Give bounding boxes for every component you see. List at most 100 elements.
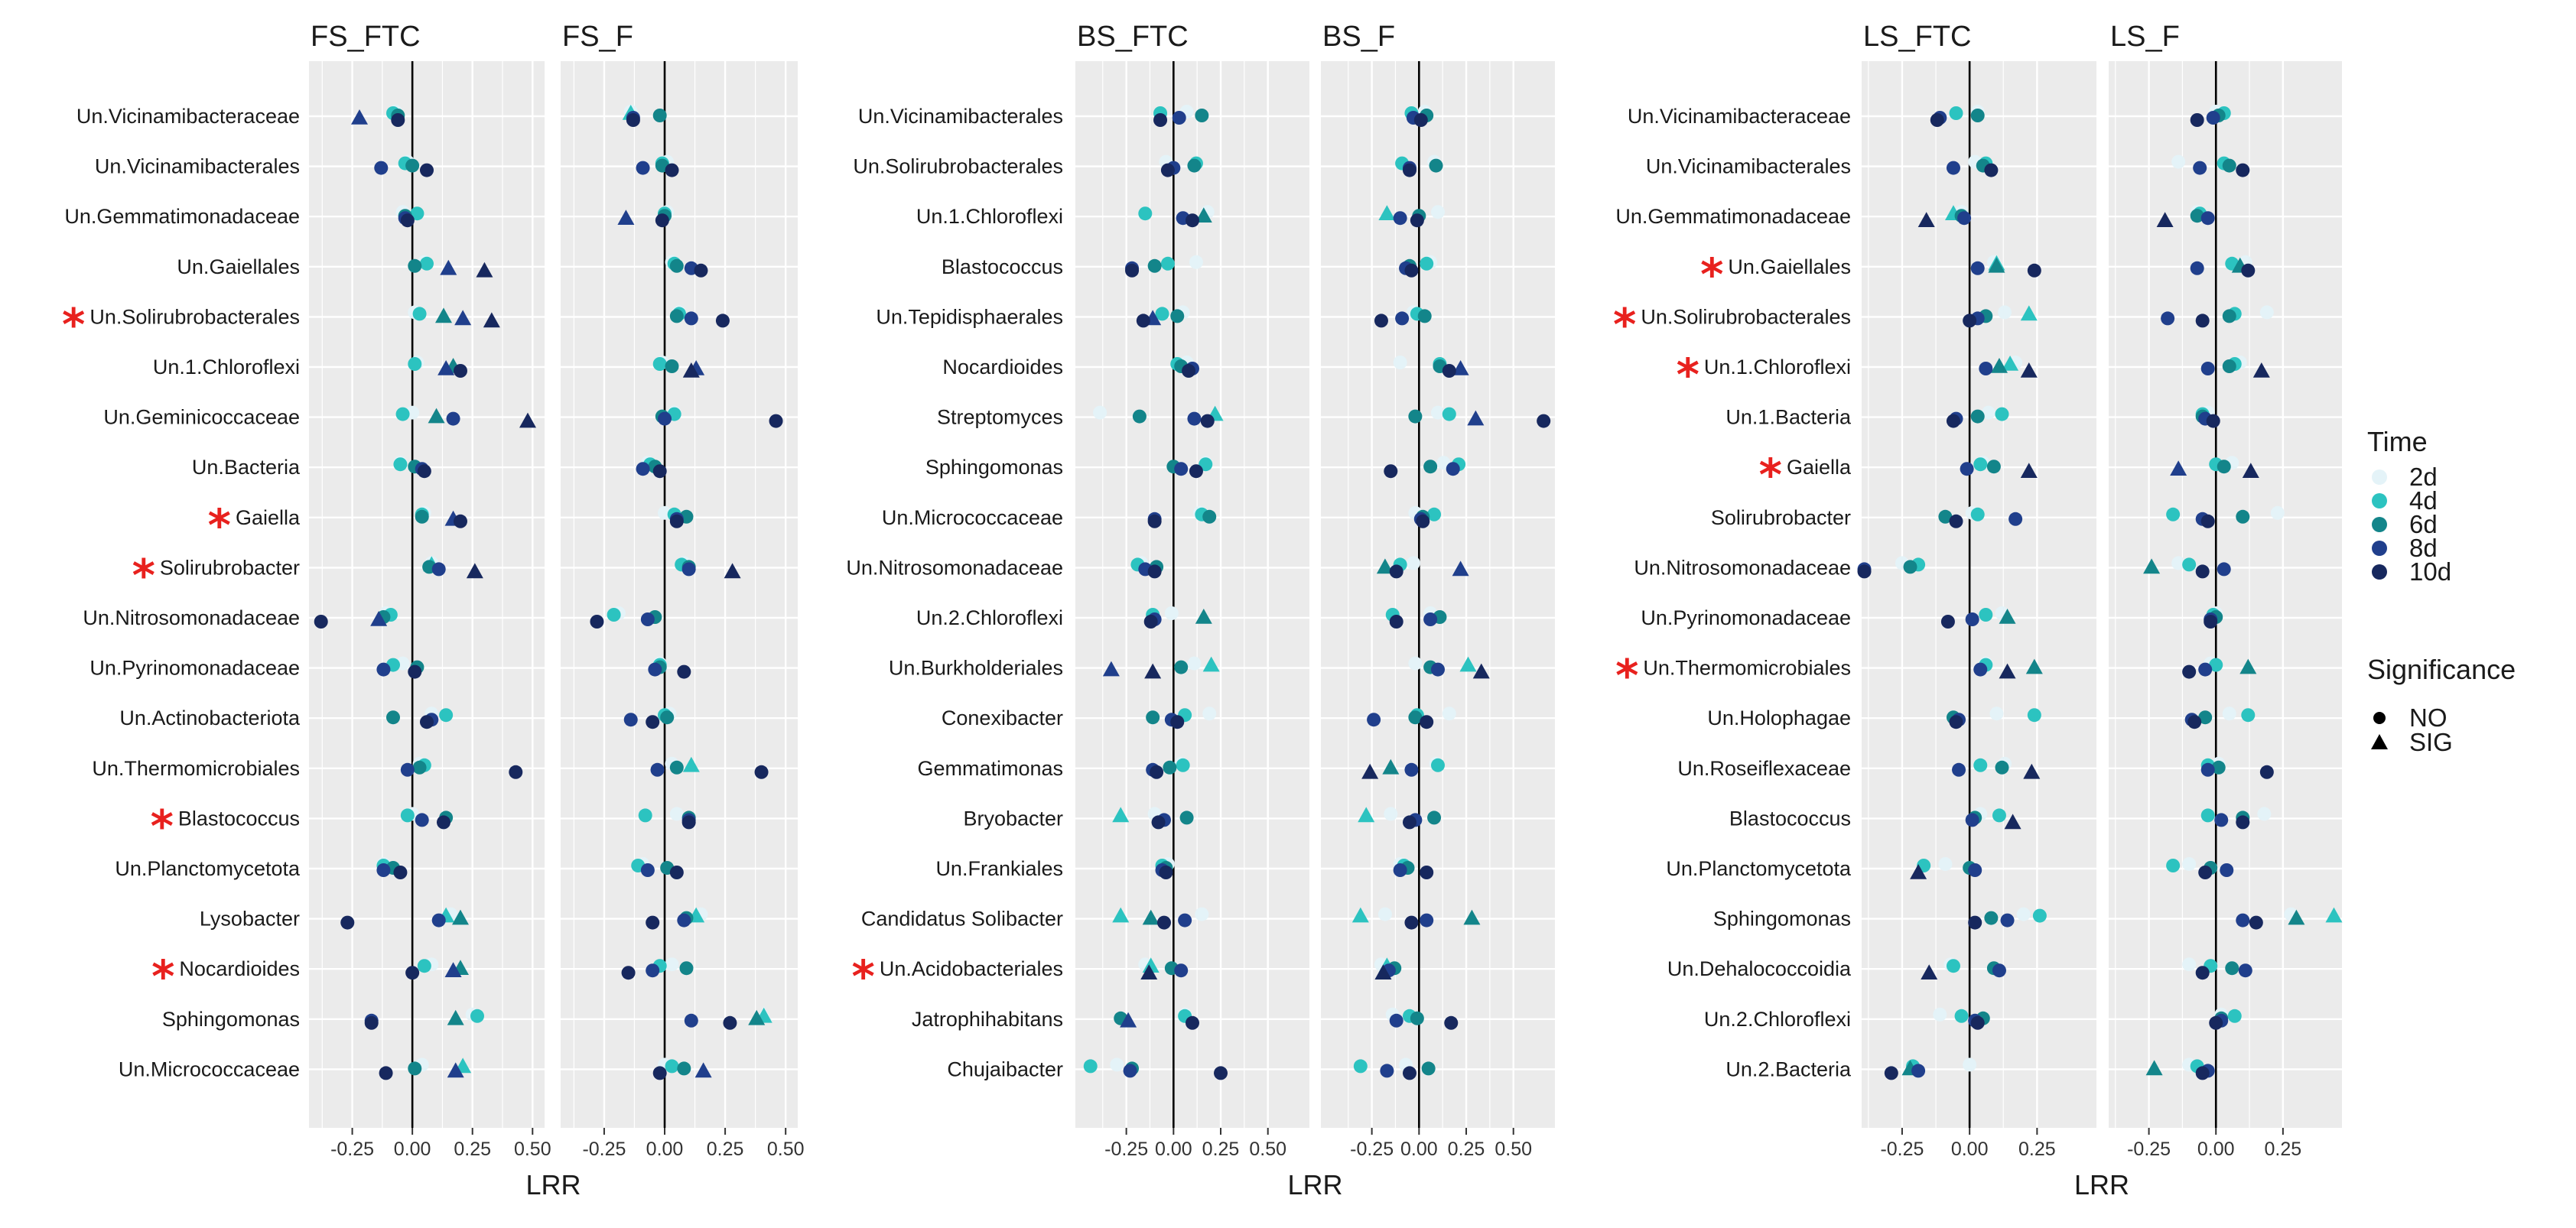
point-8d	[2161, 311, 2175, 326]
point-2d	[1431, 405, 1445, 420]
point-6d	[386, 710, 400, 725]
point-8d	[648, 662, 662, 677]
point-2d	[1431, 205, 1445, 219]
point-2d	[669, 807, 684, 821]
point-8d	[1187, 411, 1202, 426]
point-10d	[1930, 113, 1944, 127]
point-8d	[2214, 813, 2229, 827]
point-6d	[1423, 460, 1438, 474]
point-10d	[2027, 263, 2041, 278]
taxon-label: Un.Bacteria	[192, 456, 301, 479]
significance-star: *	[1613, 298, 1636, 350]
panel-background	[1321, 61, 1555, 1128]
point-8d	[374, 161, 389, 175]
point-10d	[1940, 615, 1955, 629]
panel-background	[1075, 61, 1309, 1128]
panel-bs-ftc: -0.25 0.00 0.25 0.50 BS_FTC	[1075, 21, 1309, 1160]
taxon-label: Solirubrobacter	[1711, 506, 1851, 529]
point-10d	[393, 866, 408, 879]
legend-time-label: 4d	[2409, 486, 2438, 515]
significance-star: *	[1700, 249, 1723, 301]
point-10d-sig	[1140, 964, 1158, 979]
point-2d	[1164, 606, 1179, 620]
point-10d	[1404, 915, 1419, 930]
point-10d	[1384, 464, 1398, 479]
point-4d	[1155, 307, 1169, 321]
taxon-label: Un.Micrococcaceae	[882, 506, 1063, 529]
x-tick-label: 0.50	[1495, 1139, 1532, 1160]
point-4d	[1973, 758, 1988, 772]
taxon-label: Un.Vicinamibacterales	[858, 105, 1063, 128]
taxon-label: Un.Dehalococcoidia	[1667, 957, 1852, 980]
legend-shape-triangle	[2371, 734, 2388, 749]
point-4d	[420, 256, 434, 271]
taxon-label: Un.Nitrosomonadaceae	[1634, 556, 1851, 579]
point-10d	[1147, 514, 1162, 528]
point-6d	[2211, 760, 2226, 775]
taxon-label: Un.1.Chloroflexi	[153, 356, 300, 378]
taxon-label: Un.Micrococcaceae	[119, 1057, 300, 1080]
point-2d	[1998, 305, 2012, 320]
point-10d-sig	[1999, 663, 2016, 679]
point-4d	[1442, 407, 1456, 421]
point-10d	[1537, 414, 1551, 428]
point-4d	[1431, 758, 1445, 772]
x-tick-label: 0.00	[1400, 1139, 1438, 1160]
point-10d	[417, 464, 431, 479]
x-tick-label: 0.50	[514, 1139, 551, 1160]
panel-title: BS_FTC	[1077, 21, 1189, 53]
point-4d	[410, 206, 424, 221]
point-4d	[400, 808, 415, 823]
point-10d-sig	[519, 412, 536, 428]
taxon-label: Nocardioides	[179, 957, 300, 980]
point-6d-sig	[1142, 909, 1160, 925]
point-6d-sig	[1990, 358, 2008, 373]
point-10d	[669, 514, 684, 528]
taxon-label: Un.1.Chloroflexi	[916, 205, 1063, 228]
point-6d	[1984, 911, 1999, 925]
taxon-label: Un.Planctomycetota	[115, 857, 301, 880]
point-6d-sig	[428, 408, 445, 424]
taxon-label: Un.Roseiflexaceae	[1677, 757, 1851, 780]
point-10d	[1389, 615, 1403, 629]
x-tick-label: -0.25	[330, 1139, 374, 1160]
taxon-label: Un.Acidobacteriales	[880, 957, 1063, 980]
point-8d	[1174, 462, 1189, 476]
point-10d	[1200, 414, 1215, 428]
x-axis-label: LRR	[2074, 1169, 2129, 1200]
point-6d-sig	[2239, 658, 2257, 674]
legend-swatch-10d	[2372, 564, 2387, 580]
point-6d	[1170, 309, 1185, 323]
point-10d	[652, 1066, 667, 1080]
panel-title: FS_FTC	[311, 21, 421, 53]
point-4d	[1992, 808, 2006, 823]
point-10d	[681, 815, 696, 830]
point-6d	[2217, 460, 2231, 474]
point-10d	[769, 414, 783, 428]
point-8d	[1970, 261, 1985, 275]
point-6d	[2222, 309, 2236, 323]
point-10d-sig	[2004, 814, 2021, 830]
point-6d	[1421, 1061, 1436, 1076]
point-10d	[1151, 815, 1166, 830]
point-10d	[1949, 514, 1963, 528]
legend-time-title: Time	[2367, 426, 2428, 457]
x-tick-label: 0.25	[2265, 1139, 2302, 1160]
point-8d-sig	[1452, 560, 1469, 577]
point-2d	[1938, 857, 1953, 871]
point-8d	[1973, 662, 1988, 677]
point-10d	[1963, 313, 1977, 328]
point-10d	[2236, 815, 2250, 830]
point-6d-sig	[447, 1009, 464, 1025]
point-10d	[1182, 364, 1196, 378]
point-8d	[1178, 913, 1192, 927]
point-10d	[1968, 915, 1982, 930]
point-8d	[1123, 1064, 1137, 1078]
point-8d-sig	[454, 310, 472, 326]
taxon-label: Un.2.Chloroflexi	[1704, 1008, 1851, 1031]
point-6d-sig	[2145, 1060, 2163, 1076]
legend-significance-title: Significance	[2367, 654, 2516, 685]
point-10d	[2236, 163, 2250, 177]
point-8d	[376, 863, 391, 877]
legend-swatch-4d	[2372, 493, 2387, 508]
